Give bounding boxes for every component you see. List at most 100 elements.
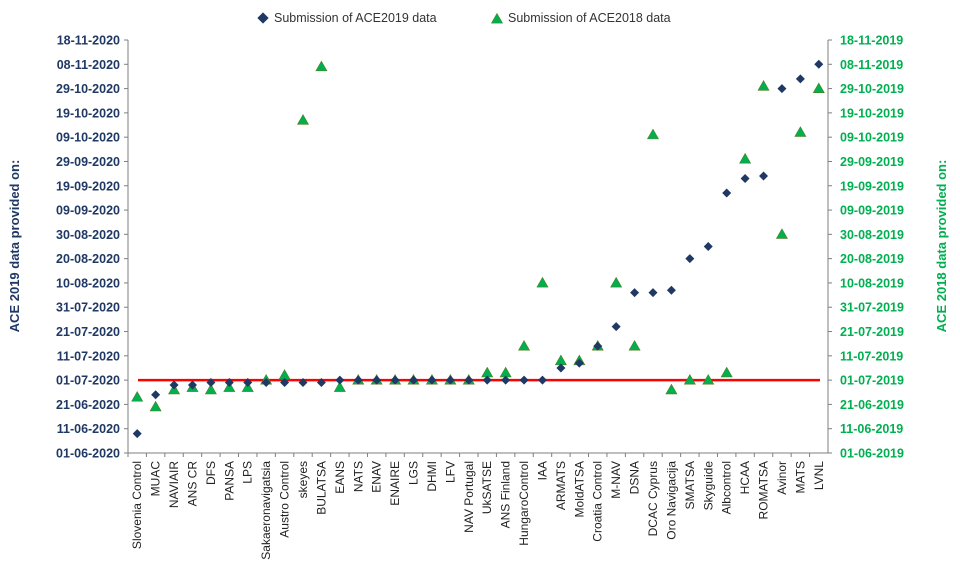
category-label: MUAC [149, 461, 163, 497]
ace2019-point [574, 358, 584, 368]
right-tick-label: 29-09-2019 [840, 155, 904, 169]
ace2019-point [445, 375, 455, 385]
right-tick-label: 21-07-2019 [840, 325, 904, 339]
ace2019-point [685, 254, 695, 264]
left-tick-label: 08-11-2020 [57, 58, 120, 72]
ace2018-point [757, 80, 770, 91]
ace2018-point [481, 366, 494, 378]
ace2019-point [537, 375, 547, 385]
ace2018-point [149, 400, 162, 412]
left-tick-label: 11-06-2020 [57, 422, 120, 436]
ace2018-point [278, 369, 291, 380]
ace2019-point [464, 375, 474, 385]
category-label: ANS CR [185, 461, 199, 507]
category-label: DFS [204, 461, 218, 485]
left-tick-label: 29-09-2020 [56, 155, 120, 169]
ace2018-point [499, 366, 512, 378]
ace2019-point [316, 378, 326, 388]
right-tick-label: 21-06-2019 [840, 398, 904, 412]
series-ace2019 [132, 59, 824, 439]
ace2019-point [243, 378, 253, 388]
series-ace2018 [131, 60, 825, 412]
ace2019-point [722, 188, 732, 198]
category-label: ENAV [370, 461, 384, 493]
ace2019-point [206, 378, 216, 388]
ace2018-point [518, 340, 531, 351]
category-label: PANSA [222, 461, 236, 501]
category-label: Croatia Control [591, 461, 605, 542]
ace2019-point [482, 375, 492, 385]
left-tick-label: 30-08-2020 [56, 228, 120, 242]
category-label: Skyguide [701, 461, 715, 511]
left-tick-label: 09-10-2020 [56, 131, 120, 145]
ace2019-point [759, 171, 769, 181]
ace2018-point [702, 374, 715, 385]
left-tick-label: 01-07-2020 [56, 374, 120, 388]
ace2018-point [812, 82, 825, 94]
category-label: UkSATSE [480, 461, 494, 514]
left-tick-label: 11-07-2020 [57, 349, 120, 363]
category-label: M-NAV [609, 461, 623, 499]
ace2018-point [333, 381, 346, 392]
category-label: LVNL [812, 461, 826, 490]
right-tick-label: 20-08-2019 [840, 252, 904, 266]
category-label: Albcontrol [720, 461, 734, 514]
category-label: LPS [241, 461, 255, 484]
ace2019-point [593, 341, 603, 351]
ace2019-point [666, 285, 676, 295]
ace2018-point [794, 126, 807, 137]
ace2019-point [427, 375, 437, 385]
right-tick-label: 11-06-2019 [840, 422, 903, 436]
category-label: LFV [443, 461, 457, 483]
left-tick-label: 19-10-2020 [56, 106, 120, 120]
ace2019-point [740, 173, 750, 183]
category-label: Slovenia Control [130, 461, 144, 549]
ace2019-point [372, 375, 382, 385]
ace2019-point [777, 84, 787, 94]
right-tick-label: 19-10-2019 [840, 106, 904, 120]
ace2018-point [646, 128, 660, 140]
left-tick-label: 18-11-2020 [57, 34, 120, 48]
right-tick-label: 01-07-2019 [840, 374, 904, 388]
ace2018-point [628, 340, 641, 351]
category-label: SMATSA [683, 461, 697, 509]
legend: Submission of ACE2019 data Submission of… [257, 11, 671, 25]
left-tick-label: 19-09-2020 [56, 179, 120, 193]
ace2018-point [610, 276, 623, 288]
ace2018-point [739, 152, 752, 164]
category-label: Avinor [775, 461, 789, 495]
ace2019-point [187, 380, 197, 390]
category-label: ANS Finland [499, 461, 513, 528]
ace2019-point [795, 74, 805, 84]
ace2019-point [390, 375, 400, 385]
category-label: BULATSA [314, 461, 328, 515]
category-label: EANS [333, 461, 347, 494]
left-tick-label: 01-06-2020 [56, 447, 120, 461]
left-tick-label: 10-08-2020 [56, 276, 120, 290]
legend-marker-ace2018 [490, 12, 504, 24]
ace2019-point [648, 288, 658, 298]
right-tick-label: 01-06-2019 [840, 447, 904, 461]
right-axis-title: ACE 2018 data provided on: [934, 160, 949, 333]
right-tick-label: 09-10-2019 [840, 131, 904, 145]
right-tick-label: 30-08-2019 [840, 228, 904, 242]
category-label: skeyes [296, 461, 310, 498]
category-label: HungaroControl [517, 461, 531, 546]
ace2019-point [151, 390, 161, 400]
left-axis-ticks: 01-06-2020 11-06-2020 21-06-2020 01-07-2020… [56, 34, 128, 461]
right-axis-ticks: 01-06-2019 11-06-2019 21-06-2019 01-07-2019… [828, 34, 904, 461]
ace2019-point [224, 378, 234, 388]
category-label: ROMATSA [757, 461, 771, 519]
left-tick-label: 21-07-2020 [56, 325, 120, 339]
left-tick-label: 09-09-2020 [56, 204, 120, 218]
ace2019-point [703, 242, 713, 251]
ace2019-point [519, 375, 529, 385]
category-label: MoldATSA [572, 461, 586, 517]
ace2019-point [298, 378, 308, 388]
ace2019-point [169, 380, 179, 390]
ace2019-point [353, 375, 363, 385]
right-tick-label: 31-07-2019 [840, 301, 904, 315]
ace2018-point [315, 60, 328, 72]
category-label: DSNA [628, 461, 642, 494]
right-tick-label: 08-11-2019 [840, 58, 903, 72]
